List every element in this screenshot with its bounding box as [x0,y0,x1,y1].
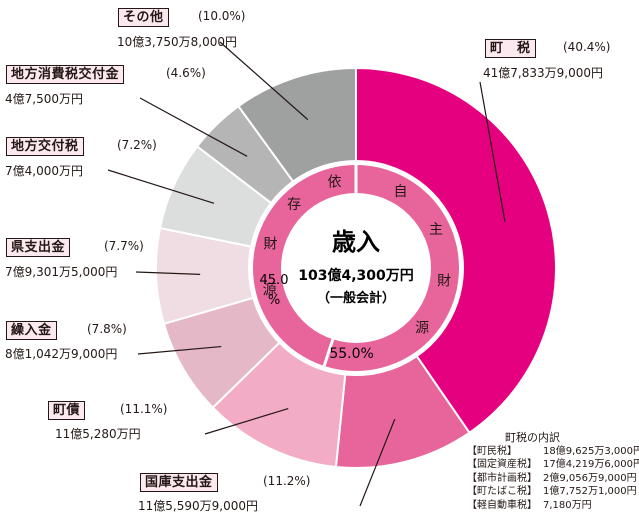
leader-line-kokko [359,418,396,507]
breakdown-label: 【固定資産税】 [467,459,537,471]
amount-sonota: 10億3,750万8,000円 [117,35,237,49]
leader-line-kofuzei [107,169,215,204]
breakdown-row: 【固定資産税】 17億4,219万6,000円 [467,458,639,472]
breakdown-amount: 7,180万円 [543,499,592,511]
label-kokko: 国庫支出金 [140,473,218,492]
label-chosai: 町債 [48,401,86,420]
amount-shohizei: 4億7,500万円 [5,92,83,106]
amount-kuriire: 8億1,042万9,000円 [5,347,118,361]
leader-line-chosai [204,407,289,435]
label-ken: 県支出金 [6,238,71,257]
inner-percent-jishu: 55.0% [329,346,373,362]
amount-kokko: 11億5,590万9,000円 [138,499,258,513]
percent-ken: (7.7%) [104,239,144,253]
percent-kokko: (11.2%) [263,474,311,488]
inner-label-izon-char: 源 [263,283,277,299]
breakdown-row: 【町たばこ税】 1億7,752万1,000円 [467,485,639,499]
chart-subtitle: 103億4,300万円 [298,267,414,284]
chart-subtitle-note: （一般会計） [317,290,395,306]
chart-title: 歳入 [332,228,380,256]
leader-line-ken [135,271,201,275]
breakdown-amount: 2億9,056万9,000円 [543,472,637,484]
amount-chozei: 41億7,833万9,000円 [483,66,603,80]
breakdown-amount: 17億4,219万6,000円 [543,459,639,471]
amount-kofuzei: 7億4,000万円 [5,164,83,178]
breakdown-label: 【都市計画税】 [467,472,537,484]
inner-label-jishu-char: 源 [415,321,429,337]
inner-label-izon-char: 依 [327,175,341,191]
breakdown-row: 【町民税】 18億9,625万3,000円 [467,445,639,459]
breakdown-row: 【都市計画税】 2億9,056万9,000円 [467,472,639,486]
inner-ring-divider [322,338,335,367]
breakdown-amount: 18億9,625万3,000円 [543,445,639,457]
breakdown-label: 【町民税】 [467,445,517,457]
amount-chosai: 11億5,280万円 [55,427,141,441]
percent-shohizei: (4.6%) [166,66,206,80]
breakdown-row: 【軽自動車税】 7,180万円 [467,499,639,513]
label-shohizei: 地方消費税交付金 [6,65,125,84]
label-sonota: その他 [118,8,169,27]
leader-line-sonota [219,41,309,121]
inner-percent-izon: 45.0% [260,273,289,308]
amount-ken: 7億9,301万5,000円 [5,265,118,279]
percent-kofuzei: (7.2%) [117,138,157,152]
breakdown-amount: 1億7,752万1,000円 [543,486,637,498]
breakdown-label: 【軽自動車税】 [467,499,537,511]
inner-label-jishu-char: 自 [394,184,408,200]
label-kuriire: 繰入金 [6,321,57,340]
inner-label-jishu-char: 主 [429,222,443,238]
label-chozei: 町 税 [485,39,536,58]
breakdown-title: 町税の内訳 [505,431,560,444]
inner-label-jishu-char: 財 [437,273,451,289]
inner-label-izon-char: 財 [263,236,277,252]
leader-line-chozei [479,81,506,222]
leader-line-shohizei [139,97,248,157]
percent-kuriire: (7.8%) [87,322,127,336]
percent-chosai: (11.1%) [120,402,168,416]
leader-line-kuriire [137,345,222,355]
inner-label-izon-char: 存 [287,197,301,213]
percent-sonota: (10.0%) [198,9,246,23]
label-kofuzei: 地方交付税 [6,137,84,156]
chozei-breakdown: 町税の内訳 【町民税】 18億9,625万3,000円 【固定資産税】 17億4,2… [467,431,639,513]
breakdown-label: 【町たばこ税】 [467,486,537,498]
center-hole [281,193,431,343]
percent-chozei: (40.4%) [563,40,611,54]
